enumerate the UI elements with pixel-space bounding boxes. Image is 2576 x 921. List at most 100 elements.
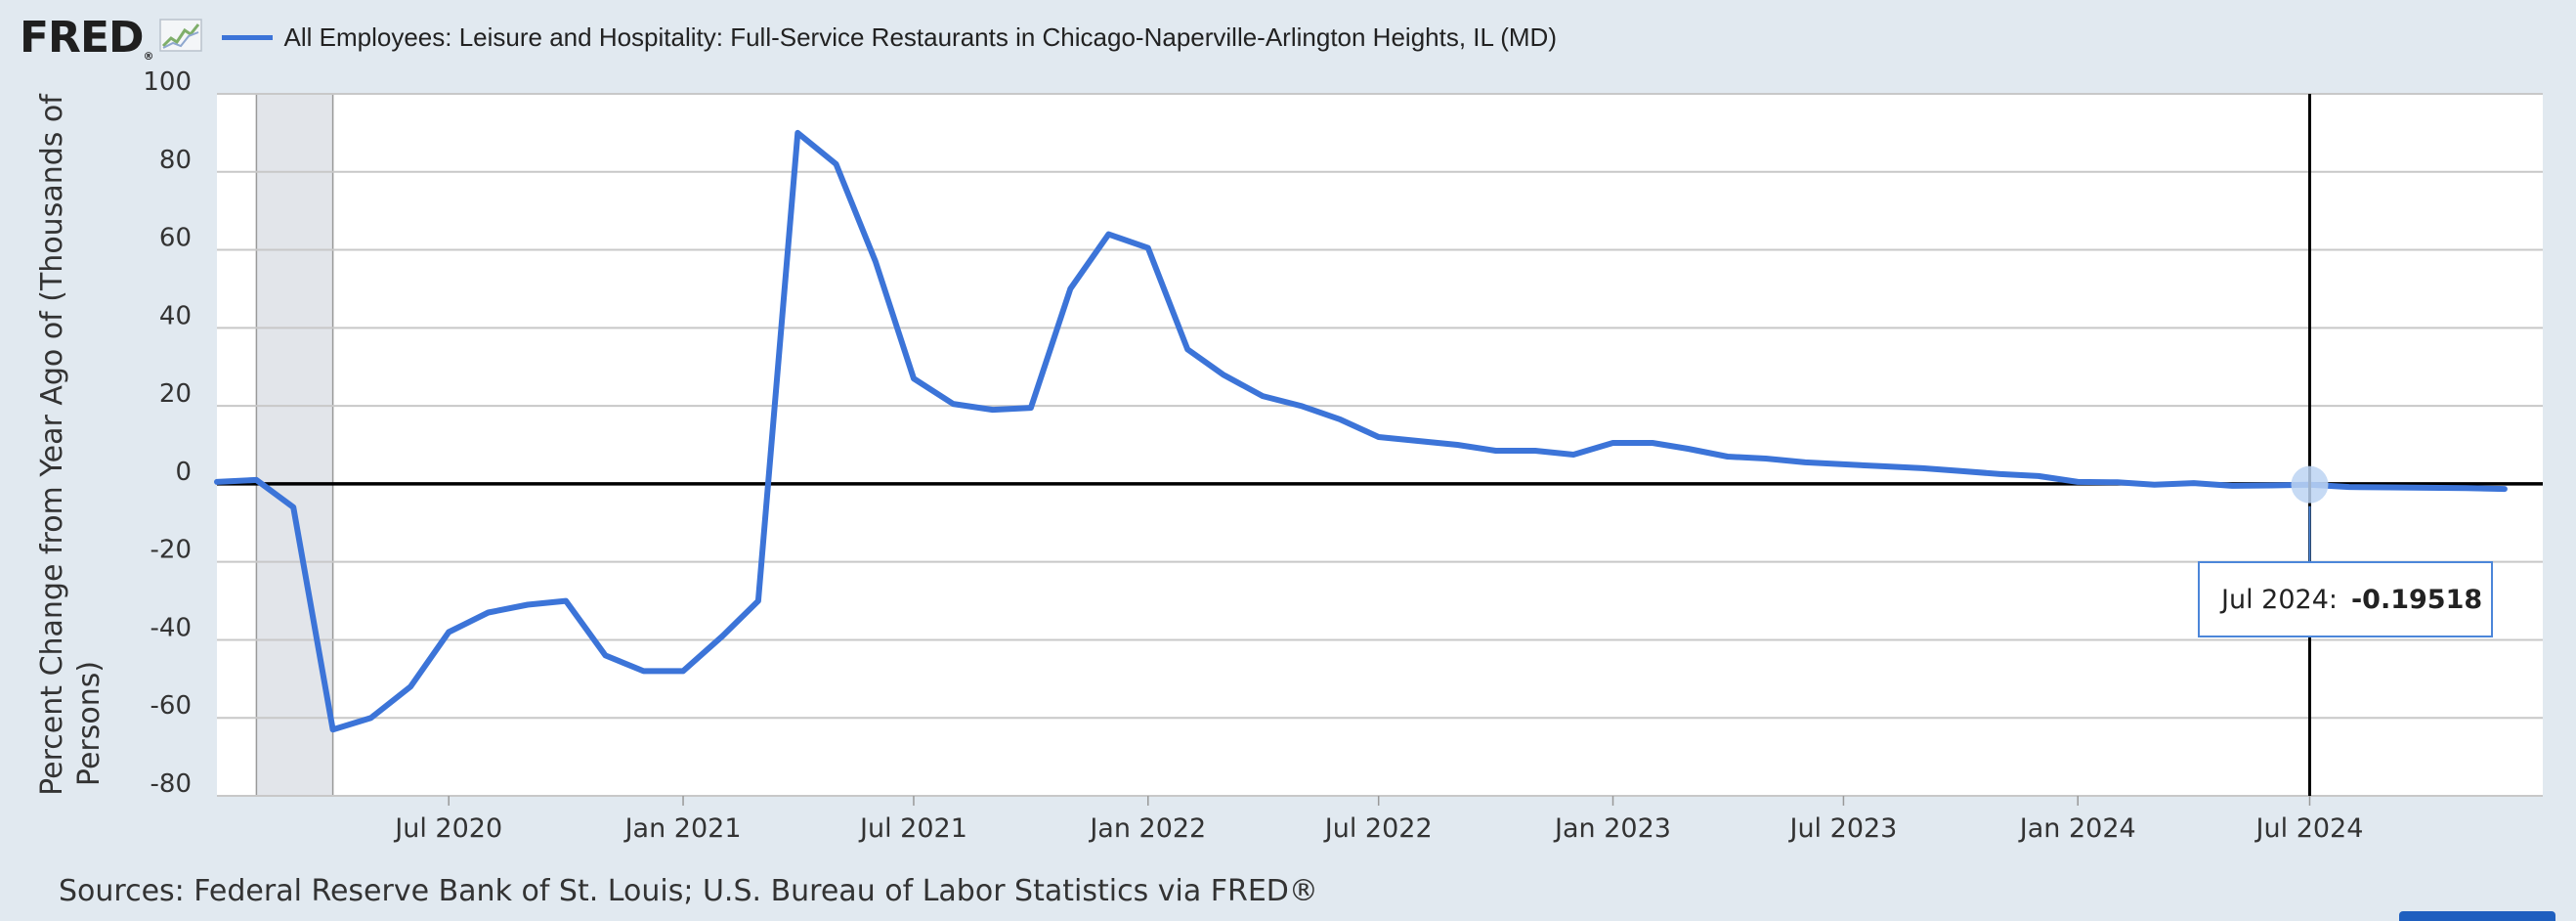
tooltip-date: Jul 2024: [2221, 584, 2338, 615]
fred-graph-icon [158, 18, 202, 57]
y-axis-label-line-1: Percent Change from Year Ago of (Thousan… [35, 93, 69, 796]
data-point [2385, 484, 2391, 490]
y-tick-label: 0 [175, 458, 192, 487]
data-point [330, 726, 336, 732]
series-line[interactable] [214, 129, 2508, 733]
chart-legend[interactable]: All Employees: Leisure and Hospitality: … [221, 22, 1557, 53]
data-point [446, 629, 451, 635]
data-point [873, 259, 879, 265]
x-tick-label: Jan 2023 [1553, 813, 1671, 844]
download-button[interactable] [2399, 911, 2555, 921]
y-axis-label-line-2: Persons) [72, 661, 107, 786]
y-tick-label: -20 [150, 536, 192, 565]
data-point [1145, 245, 1151, 251]
data-point [1493, 448, 1499, 454]
data-point [408, 683, 413, 689]
x-tick-label: Jan 2024 [2018, 813, 2136, 844]
data-point [563, 598, 569, 604]
data-point [1105, 232, 1111, 238]
x-tick-label: Jan 2021 [623, 813, 742, 844]
data-point [719, 633, 725, 638]
tooltip-value: -0.19518 [2350, 584, 2483, 615]
data-point [2346, 484, 2352, 490]
x-tick-label: Jul 2021 [858, 813, 967, 844]
data-point [214, 479, 220, 485]
data-point [1802, 460, 1808, 465]
fred-logo-reg: ® [143, 49, 154, 63]
data-point [1650, 440, 1655, 446]
data-point [1880, 463, 1886, 469]
data-point [1919, 465, 1925, 471]
x-axis: Jul 2020 Jan 2021 Jul 2021 Jan 2022 Jul 2022… [393, 796, 2363, 844]
data-tooltip: Jul 2024: -0.19518 [2198, 561, 2493, 637]
y-tick-label: 80 [159, 146, 192, 175]
data-point [290, 504, 296, 510]
data-point [680, 668, 686, 674]
data-point [2115, 479, 2121, 485]
hover-point [2291, 465, 2329, 504]
fred-logo[interactable]: FRED® [20, 12, 154, 63]
data-point [2464, 485, 2469, 491]
data-point [2036, 473, 2041, 479]
sources-note: Sources: Federal Reserve Bank of St. Lou… [59, 874, 1318, 908]
data-point [525, 602, 531, 608]
data-point [1415, 438, 1421, 444]
data-point [1957, 468, 1963, 474]
fred-logo-text: FRED [20, 12, 145, 63]
x-tick-label: Jul 2022 [1323, 813, 1433, 844]
x-tick-label: Jul 2023 [1787, 813, 1897, 844]
x-tick-label: Jul 2020 [393, 813, 502, 844]
legend-swatch [221, 34, 273, 40]
data-point [2191, 480, 2197, 486]
y-tick-label: -80 [150, 769, 192, 799]
data-point [1376, 434, 1382, 440]
data-point [1338, 417, 1344, 422]
data-point [1532, 448, 1538, 454]
data-point [1298, 403, 1304, 409]
data-point [1067, 285, 1073, 291]
data-point [1840, 461, 1846, 467]
data-point [1763, 456, 1769, 461]
y-axis: 100 80 60 40 20 0 -20 -40 -60 -80 [143, 67, 192, 799]
data-point [794, 130, 800, 136]
gridlines [217, 93, 2543, 797]
x-tick-label: Jul 2024 [2254, 813, 2364, 844]
data-point [1184, 346, 1190, 352]
data-point [1997, 471, 2003, 477]
data-point [2229, 483, 2235, 489]
data-point [253, 477, 259, 483]
data-point [911, 375, 917, 381]
y-tick-label: -40 [150, 613, 192, 642]
data-point [950, 401, 956, 407]
data-point [1725, 454, 1731, 460]
plot-area[interactable] [217, 94, 2543, 796]
chart-header: FRED® All Employees: Leisure and Hospita… [20, 12, 1557, 63]
data-point [1570, 452, 1576, 458]
y-tick-label: 60 [159, 224, 192, 253]
data-point [486, 610, 492, 616]
data-point [755, 598, 761, 604]
recession-shading [255, 93, 334, 797]
data-point [641, 668, 647, 674]
data-point [1028, 405, 1034, 411]
data-point [1685, 446, 1691, 452]
data-point [1610, 440, 1616, 446]
data-point [2075, 479, 2081, 485]
data-point [833, 161, 838, 167]
x-tick-label: Jan 2022 [1088, 813, 1206, 844]
data-point [1455, 442, 1461, 448]
y-tick-label: 20 [159, 379, 192, 409]
data-point [2502, 486, 2508, 492]
data-point [990, 407, 996, 413]
y-tick-label: -60 [150, 691, 192, 721]
data-point [368, 715, 374, 721]
data-point [1221, 372, 1226, 377]
data-point [2268, 482, 2274, 488]
data-point [603, 652, 609, 658]
data-point [1260, 393, 1266, 399]
legend-label: All Employees: Leisure and Hospitality: … [283, 22, 1557, 52]
data-point [2151, 482, 2157, 488]
y-tick-label: 40 [159, 301, 192, 330]
y-tick-label: 100 [143, 67, 192, 97]
